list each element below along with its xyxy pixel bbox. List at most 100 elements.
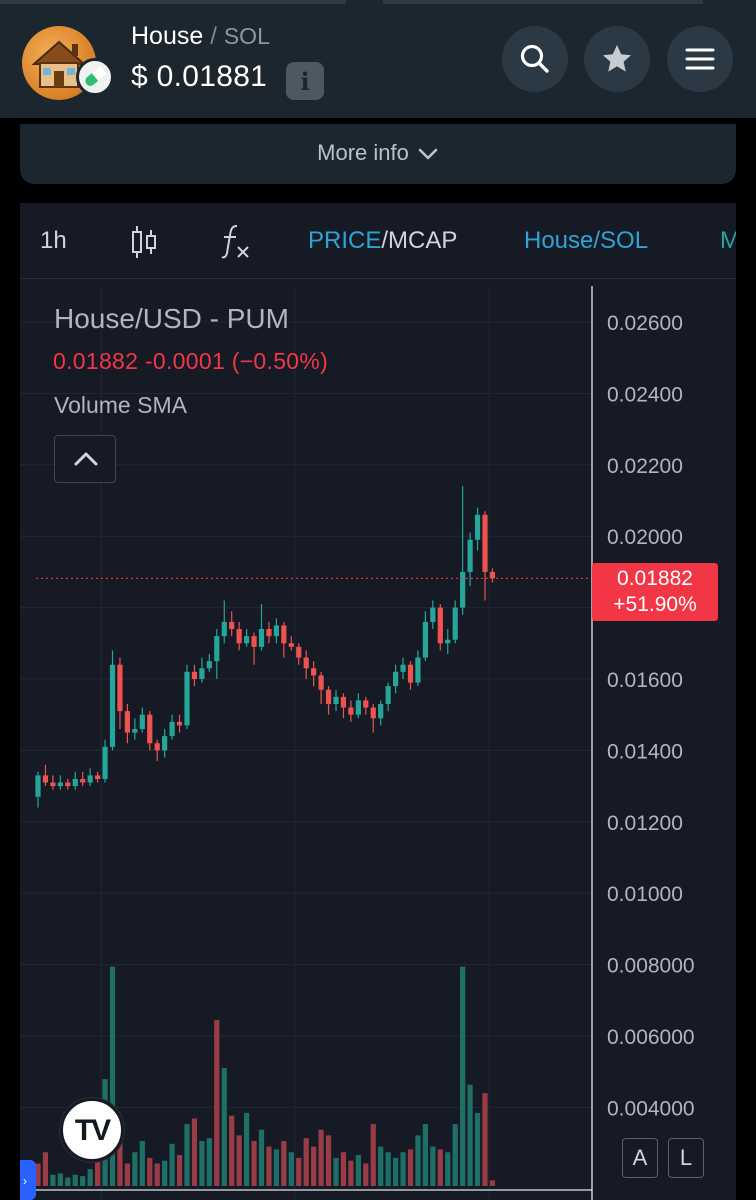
volume-bar xyxy=(333,1157,339,1186)
candle-body xyxy=(184,671,190,726)
chart-legend-title: House/USD - PUM xyxy=(54,303,289,334)
candle-body xyxy=(42,775,49,783)
candle-body xyxy=(124,711,130,733)
candle-body xyxy=(355,700,361,715)
timeline-scroll-handle[interactable]: › xyxy=(20,1160,36,1200)
price-mcap-toggle[interactable]: PRICE/MCAP xyxy=(308,227,457,255)
volume-bar xyxy=(87,1169,93,1186)
candle-body xyxy=(102,746,108,779)
candle-body xyxy=(80,778,86,783)
candle-body xyxy=(169,721,175,737)
price-tick-label: 0.01000 xyxy=(607,883,683,906)
star-icon xyxy=(603,45,631,72)
fx-icon xyxy=(221,225,249,259)
more-info-button[interactable]: More info xyxy=(20,124,736,184)
candle-body xyxy=(393,671,399,687)
volume-bar xyxy=(206,1138,212,1186)
candle-body xyxy=(437,607,443,644)
volume-bar xyxy=(80,1176,86,1186)
toolbar-overflow-item[interactable]: M xyxy=(720,227,736,254)
search-button[interactable] xyxy=(502,26,568,92)
candle-body xyxy=(340,696,347,708)
candle-body xyxy=(229,621,235,630)
indicators-button[interactable] xyxy=(220,223,252,268)
candle-body xyxy=(147,714,153,744)
last-price-tag: 0.01882 +51.90% xyxy=(592,563,718,621)
volume-bar xyxy=(124,1163,130,1186)
volume-bar xyxy=(65,1177,71,1186)
volume-bar xyxy=(95,1160,101,1186)
volume-bar xyxy=(460,966,466,1186)
candle-body xyxy=(258,629,265,647)
volume-bar xyxy=(162,1160,168,1186)
candle-body xyxy=(117,664,123,712)
volume-bar xyxy=(281,1141,287,1186)
favorite-button[interactable] xyxy=(584,26,650,92)
candle-body xyxy=(422,621,428,658)
token-pair-title: House / SOL xyxy=(131,22,270,51)
candle-body xyxy=(311,668,317,676)
volume-bar xyxy=(445,1152,451,1186)
volume-bar xyxy=(385,1152,391,1186)
candle-body xyxy=(296,646,302,658)
volume-bar xyxy=(467,1084,473,1186)
price-tick-label: 0.02000 xyxy=(607,526,683,549)
pill-badge-icon xyxy=(76,58,114,96)
candle-body xyxy=(251,636,257,647)
volume-bar xyxy=(184,1124,190,1186)
volume-bar xyxy=(214,1020,220,1186)
header-topline xyxy=(0,0,346,4)
candle-body xyxy=(333,696,339,704)
volume-bar xyxy=(303,1138,309,1186)
candle-body xyxy=(370,707,376,719)
volume-bar xyxy=(452,1124,458,1186)
volume-bar xyxy=(57,1173,63,1186)
candle-body xyxy=(489,571,496,579)
volume-bar xyxy=(415,1135,421,1186)
candle-body xyxy=(467,539,473,572)
candle-body xyxy=(430,607,436,622)
candle-body xyxy=(221,621,227,637)
mcap-option: /MCAP xyxy=(381,227,458,254)
candle-body xyxy=(244,636,250,644)
candle-body xyxy=(318,675,324,690)
volume-sma-label: Volume SMA xyxy=(54,392,187,418)
auto-scale-button[interactable]: A xyxy=(622,1138,658,1178)
candle-body xyxy=(363,700,369,708)
candle-body xyxy=(176,721,183,726)
info-icon: i xyxy=(300,67,310,96)
volume-bar xyxy=(42,1152,49,1186)
price-tick-label: 0.01400 xyxy=(607,740,683,763)
candle-type-button[interactable] xyxy=(130,225,158,266)
volume-bar xyxy=(340,1152,347,1186)
menu-button[interactable] xyxy=(667,26,733,92)
candle-body xyxy=(214,636,220,662)
candle-body xyxy=(482,514,488,572)
price-axis: 0.02600 0.02400 0.02200 0.02000 0.01600 0.014… xyxy=(20,286,695,1200)
volume-bar xyxy=(191,1118,198,1186)
candle-body xyxy=(236,629,242,644)
chevron-down-icon xyxy=(418,148,438,160)
candle-body xyxy=(415,657,421,683)
last-price-value: 0.01882 xyxy=(617,567,693,590)
volume-bar xyxy=(422,1124,428,1186)
volume-bar xyxy=(378,1146,384,1186)
volume-bar xyxy=(400,1152,406,1186)
tradingview-logo[interactable]: TV xyxy=(60,1098,124,1162)
candle-body xyxy=(460,571,466,608)
log-scale-button[interactable]: L xyxy=(668,1138,704,1178)
volume-bar xyxy=(251,1141,257,1186)
volume-bar xyxy=(199,1141,205,1186)
volume-bar xyxy=(311,1146,317,1186)
interval-selector[interactable]: 1h xyxy=(40,227,67,254)
volume-bar xyxy=(236,1135,242,1186)
pair-toggle[interactable]: House/SOL xyxy=(524,227,649,254)
volume-bar xyxy=(437,1149,443,1186)
volume-bar xyxy=(35,1163,41,1186)
candle-body xyxy=(191,671,198,679)
price-info-button[interactable]: i xyxy=(286,62,324,100)
candle-body xyxy=(57,782,63,787)
candle-body xyxy=(407,664,414,683)
collapse-legend-button[interactable] xyxy=(54,435,116,483)
chart-grid xyxy=(20,286,592,1200)
